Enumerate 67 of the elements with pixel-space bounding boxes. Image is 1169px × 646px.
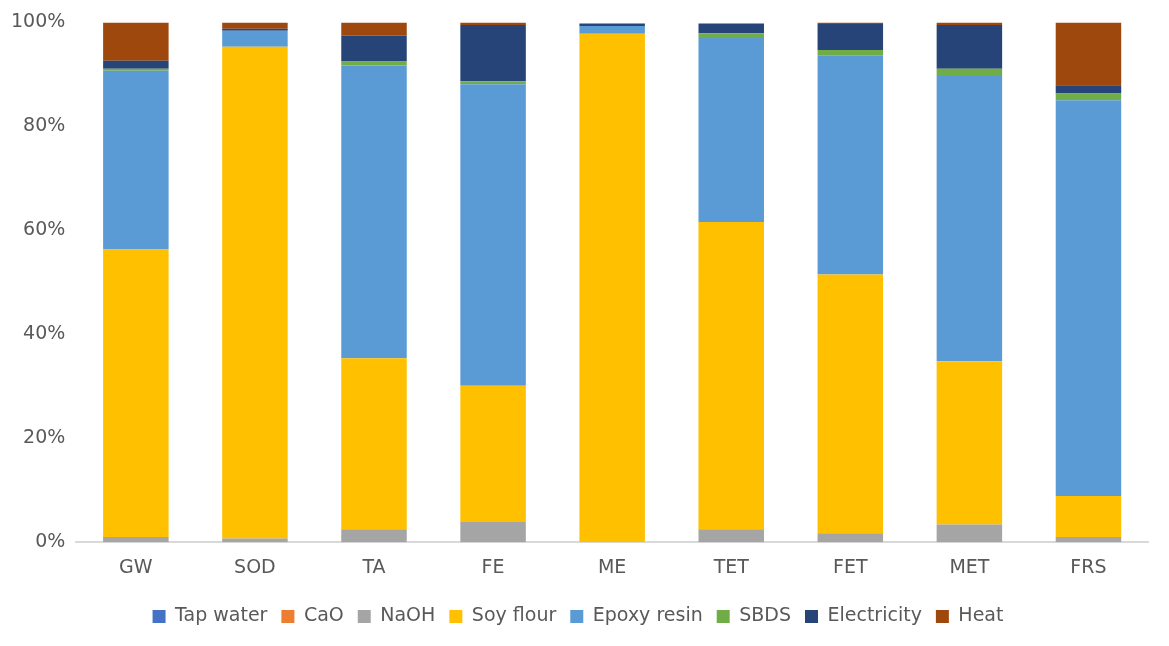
bar: [698, 529, 764, 543]
bar: [103, 70, 169, 250]
x-tick-label: FRS: [1070, 554, 1107, 577]
bar: [698, 222, 764, 530]
bar: [817, 55, 884, 275]
bar: [1055, 537, 1122, 543]
bar: [103, 68, 169, 71]
bar: [698, 23, 764, 34]
bar: [103, 60, 169, 69]
x-tick-label: SOD: [234, 554, 276, 577]
bar: [936, 75, 1003, 362]
bar: [341, 65, 407, 359]
bar: [222, 46, 288, 539]
bar: [817, 49, 884, 56]
bar: [341, 61, 407, 66]
bar: [222, 22, 288, 29]
bar: [698, 33, 764, 37]
bar: [579, 26, 645, 34]
bar: [341, 358, 407, 530]
legend-label: Soy flour: [471, 603, 557, 626]
bar: [698, 36, 764, 222]
bar: [103, 537, 169, 543]
bar: [1055, 100, 1122, 496]
bar: [936, 68, 1003, 76]
x-tick-label: FE: [481, 554, 505, 577]
bar: [222, 28, 288, 31]
bar: [817, 533, 884, 543]
x-tick-label: TA: [361, 554, 386, 577]
bar: [341, 529, 407, 543]
bar: [460, 521, 526, 543]
x-tick-label: GW: [119, 554, 153, 577]
x-tick-label: FET: [833, 554, 868, 577]
y-tick-label: 80%: [23, 113, 66, 136]
bar: [460, 385, 526, 522]
bar: [1055, 22, 1122, 86]
bar: [103, 249, 169, 537]
bar: [579, 33, 645, 543]
x-tick-label: TET: [712, 554, 750, 577]
bar: [936, 361, 1003, 525]
bar: [460, 25, 526, 82]
x-tick-label: ME: [597, 554, 627, 577]
legend-label: Heat: [958, 603, 1004, 626]
bar: [936, 25, 1003, 69]
bar: [341, 22, 407, 36]
legend-label: SBDS: [739, 603, 792, 626]
legend-label: Electricity: [827, 603, 922, 626]
x-tick-label: MET: [949, 554, 990, 577]
bar: [817, 23, 884, 50]
bar: [103, 22, 169, 61]
bar: [222, 30, 288, 47]
y-tick-label: 100%: [10, 9, 66, 32]
legend-label: CaO: [303, 603, 344, 626]
bar: [1055, 495, 1122, 537]
legend-label: NaOH: [380, 603, 436, 626]
bar: [579, 23, 645, 27]
bar: [817, 274, 884, 534]
bar: [936, 524, 1003, 543]
bar: [1055, 85, 1122, 94]
y-tick-label: 60%: [23, 217, 66, 240]
y-tick-label: 0%: [35, 529, 66, 552]
y-tick-label: 40%: [23, 321, 66, 344]
legend-label: Epoxy resin: [592, 603, 703, 626]
bar: [460, 84, 526, 386]
bar: [341, 35, 407, 62]
bar: [460, 81, 526, 85]
y-tick-label: 20%: [23, 425, 66, 448]
legend-label: Tap water: [174, 603, 268, 626]
